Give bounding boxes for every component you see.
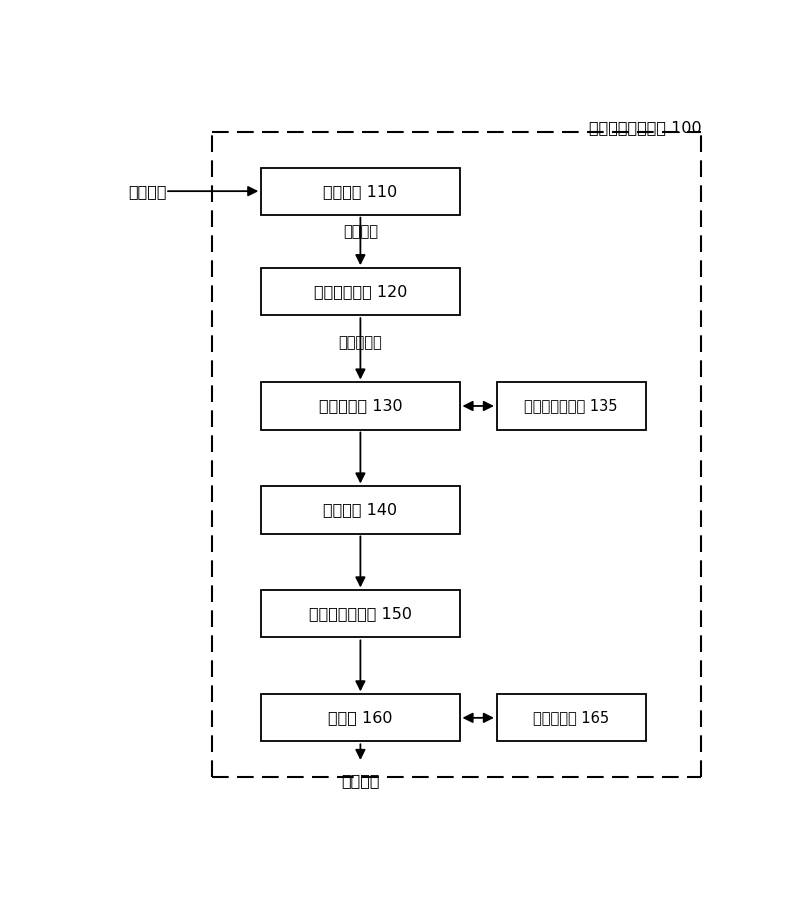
Bar (497, 382, 646, 429)
Text: 生物标记: 生物标记 (341, 773, 380, 788)
Text: 预处理部 110: 预处理部 110 (323, 184, 398, 199)
Bar (262, 268, 460, 315)
Bar (262, 486, 460, 534)
Text: 危害性分数: 危害性分数 (338, 335, 382, 350)
Text: 相互作用数据库 135: 相互作用数据库 135 (525, 399, 618, 413)
Text: 先后顺序决定部 150: 先后顺序决定部 150 (309, 607, 412, 621)
Bar (262, 590, 460, 637)
Text: 途径数据库 165: 途径数据库 165 (533, 710, 610, 725)
Bar (262, 694, 460, 742)
Text: 模块化部 140: 模块化部 140 (323, 502, 398, 518)
Bar (262, 167, 460, 215)
Text: 网络合并部 130: 网络合并部 130 (318, 399, 402, 413)
Text: 生物标记提取装置 100: 生物标记提取装置 100 (590, 120, 702, 135)
Text: 基因试样: 基因试样 (128, 184, 166, 199)
Text: 验证部 160: 验证部 160 (328, 710, 393, 725)
Text: 危害性预测器 120: 危害性预测器 120 (314, 284, 407, 299)
Bar (262, 382, 460, 429)
Bar (497, 694, 646, 742)
Text: 变异数据: 变异数据 (343, 224, 378, 238)
